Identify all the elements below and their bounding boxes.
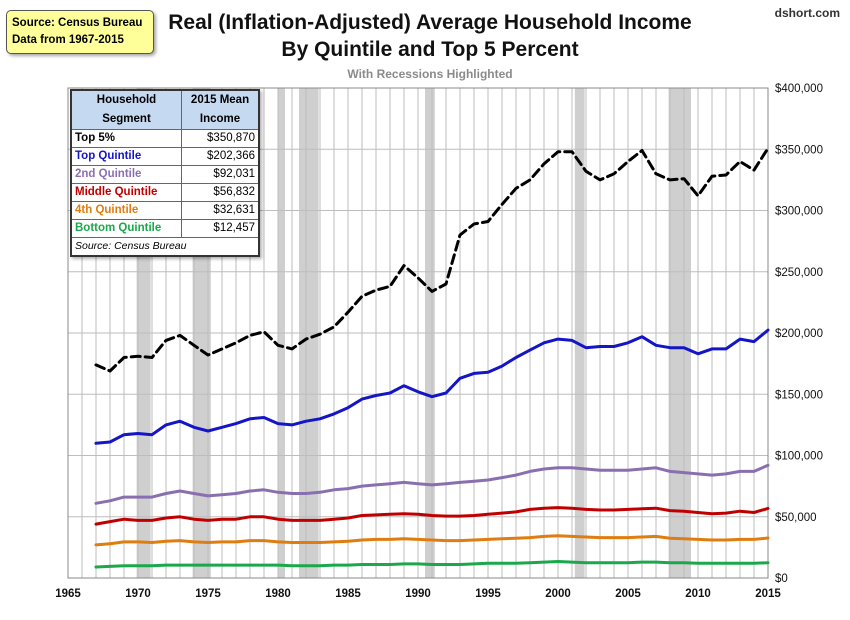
- series-line: [94, 534, 770, 547]
- x-tick-label: 1990: [405, 588, 431, 600]
- y-tick-label: $200,000: [775, 328, 823, 340]
- source-line: Source: Census Bureau: [12, 17, 143, 29]
- row-label: Top Quintile: [70, 147, 183, 166]
- chart-title-line2: By Quintile and Top 5 Percent: [281, 38, 579, 61]
- table-row: Top 5% $350,870: [70, 129, 260, 148]
- row-label: Bottom Quintile: [70, 219, 183, 238]
- row-label: 2nd Quintile: [70, 165, 183, 184]
- source-note-box: Source: Census Bureau Data from 1967-201…: [6, 10, 154, 54]
- series-line: [94, 328, 770, 445]
- series-line: [94, 506, 770, 526]
- x-tick-label: 1970: [125, 588, 151, 600]
- row-label: Middle Quintile: [70, 183, 183, 202]
- x-tick-label: 1995: [475, 588, 501, 600]
- table-row: 2nd Quintile $92,031: [70, 165, 260, 184]
- row-label: 4th Quintile: [70, 201, 183, 220]
- plot-border: [67, 87, 769, 579]
- y-tick-label: $350,000: [775, 144, 823, 156]
- income-table: Household Segment 2015 Mean Income Top 5…: [70, 89, 260, 257]
- chart-title: Real (Inflation-Adjusted) Average Househ…: [168, 11, 692, 34]
- x-tick-label: 1980: [265, 588, 291, 600]
- x-tick-label: 2005: [615, 588, 641, 600]
- x-tick-label: 2015: [755, 588, 781, 600]
- y-tick-label: $250,000: [775, 267, 823, 279]
- x-tick-label: 1985: [335, 588, 361, 600]
- row-value: $32,631: [181, 201, 260, 220]
- y-tick-label: $150,000: [775, 389, 823, 401]
- table-row: Middle Quintile $56,832: [70, 183, 260, 202]
- table-row: Top Quintile $202,366: [70, 147, 260, 166]
- row-label: Top 5%: [70, 129, 183, 148]
- row-value: $92,031: [181, 165, 260, 184]
- y-tick-label: $50,000: [775, 512, 817, 524]
- table-note: Source: Census Bureau: [70, 237, 260, 257]
- data-range-line: Data from 1967-2015: [12, 34, 124, 46]
- y-tick-label: $0: [775, 573, 788, 585]
- series-line: [94, 146, 770, 373]
- x-tick-label: 1965: [55, 588, 81, 600]
- row-value: $350,870: [181, 129, 260, 148]
- header-income: 2015 Mean Income: [181, 89, 260, 130]
- x-tick-label: 2000: [545, 588, 571, 600]
- table-row: Bottom Quintile $12,457: [70, 219, 260, 238]
- header-segment: Household Segment: [70, 89, 183, 130]
- row-value: $56,832: [181, 183, 260, 202]
- table-note-row: Source: Census Bureau: [70, 237, 260, 257]
- y-tick-label: $100,000: [775, 451, 823, 463]
- row-value: $202,366: [181, 147, 260, 166]
- series-line: [94, 560, 770, 569]
- chart-subtitle: With Recessions Highlighted: [347, 67, 513, 81]
- row-value: $12,457: [181, 219, 260, 238]
- y-tick-label: $400,000: [775, 83, 823, 95]
- y-tick-label: $300,000: [775, 206, 823, 218]
- x-tick-label: 2010: [685, 588, 711, 600]
- series-line: [94, 463, 770, 505]
- table-row: 4th Quintile $32,631: [70, 201, 260, 220]
- brand-label: dshort.com: [774, 6, 840, 20]
- x-tick-label: 1975: [195, 588, 221, 600]
